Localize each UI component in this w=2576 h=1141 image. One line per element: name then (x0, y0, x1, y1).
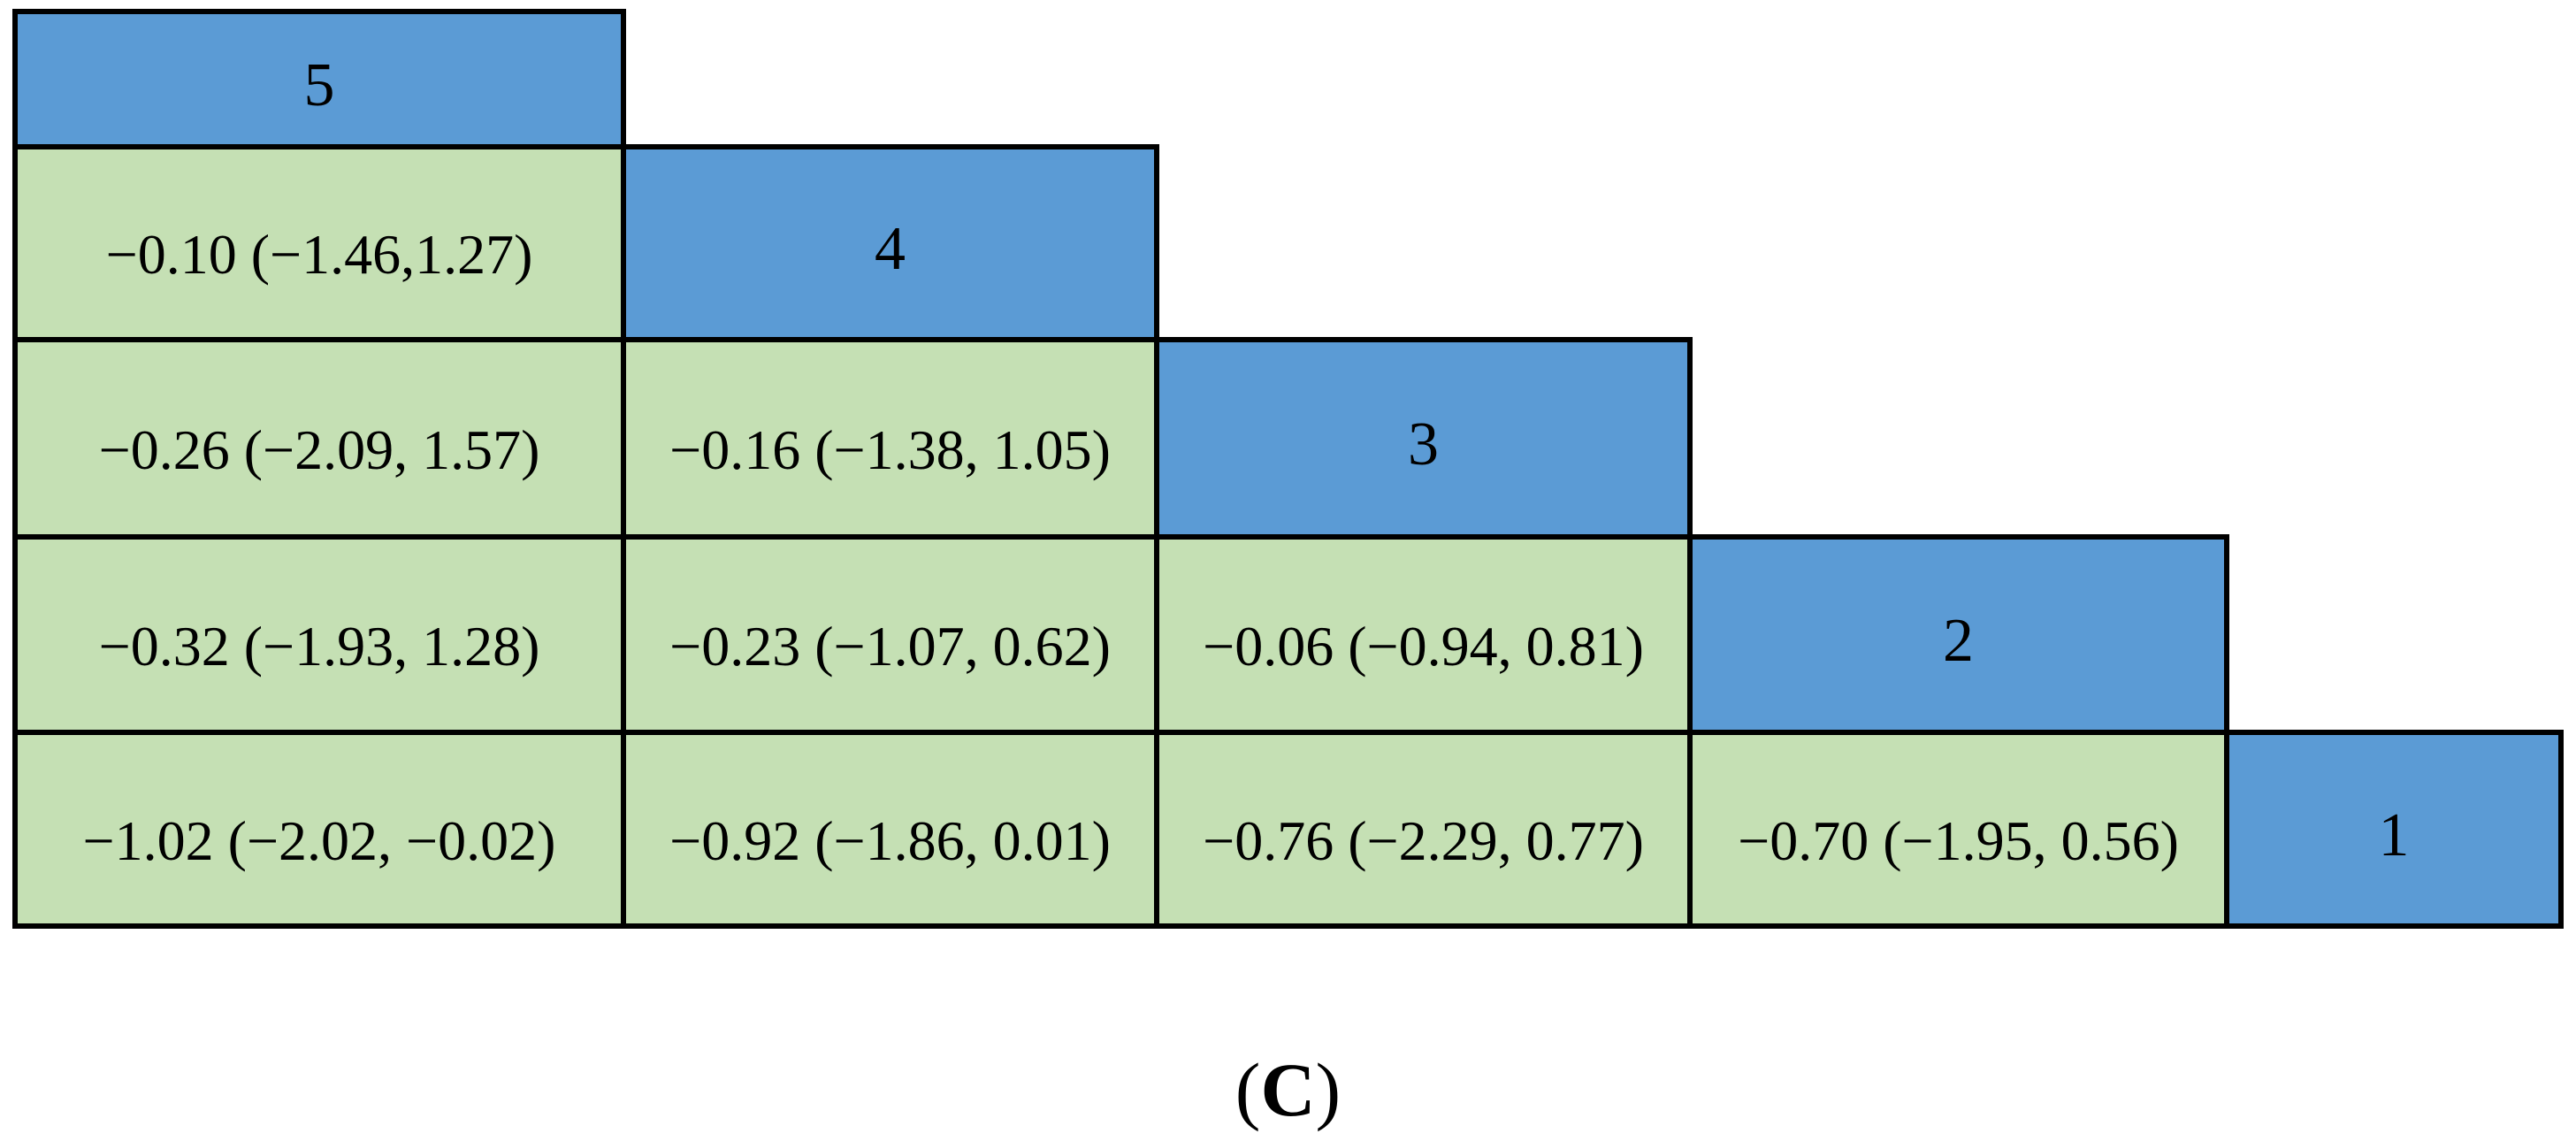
estimate-cell-1v3: −0.76 (−2.29, 0.77) (1154, 730, 1693, 929)
estimate-cell-2v5: −0.32 (−1.93, 1.28) (12, 534, 626, 735)
rank-cell-4: 4 (621, 144, 1159, 342)
estimate-cell-3v5: −0.26 (−2.09, 1.57) (12, 337, 626, 540)
estimate-cell-2v3: −0.06 (−0.94, 0.81) (1154, 534, 1693, 735)
estimate-cell-4v5: −0.10 (−1.46,1.27) (12, 144, 626, 342)
estimate-cell-1v5: −1.02 (−2.02, −0.02) (12, 730, 626, 929)
rank-cell-3: 3 (1154, 337, 1693, 540)
caption-open-paren: ( (1234, 1047, 1261, 1132)
estimate-cell-1v4: −0.92 (−1.86, 0.01) (621, 730, 1159, 929)
estimate-cell-1v2: −0.70 (−1.95, 0.56) (1687, 730, 2229, 929)
panel-caption: (C) (15, 1044, 2561, 1136)
rank-cell-2: 2 (1687, 534, 2229, 735)
estimate-cell-3v4: −0.16 (−1.38, 1.05) (621, 337, 1159, 540)
estimate-cell-2v4: −0.23 (−1.07, 0.62) (621, 534, 1159, 735)
caption-close-paren: ) (1315, 1047, 1342, 1132)
rank-cell-1: 1 (2224, 730, 2564, 929)
rank-cell-5: 5 (12, 9, 626, 149)
caption-letter: C (1260, 1047, 1316, 1132)
